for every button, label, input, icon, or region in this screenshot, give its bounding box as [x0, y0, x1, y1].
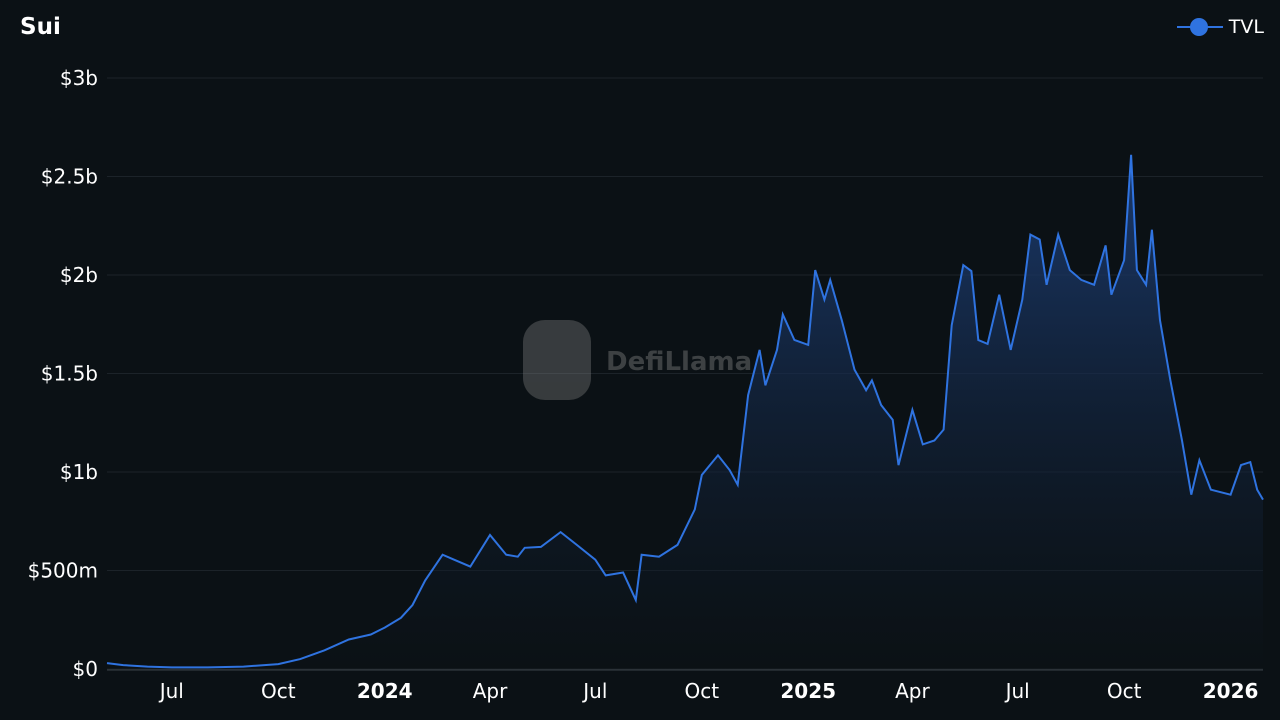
y-tick-label: $0	[73, 657, 98, 681]
y-tick-label: $500m	[28, 559, 98, 583]
x-tick-label: Apr	[473, 679, 508, 703]
legend[interactable]: TVL	[1176, 16, 1264, 38]
x-tick-label: Jul	[1004, 679, 1030, 703]
tvl-line	[106, 154, 1264, 669]
x-tick-label: Oct	[261, 679, 296, 703]
y-tick-label: $2.5b	[41, 165, 98, 189]
x-tick-label: 2024	[357, 679, 413, 703]
x-tick-label: 2026	[1203, 679, 1259, 703]
tvl-area	[107, 154, 1263, 670]
y-tick-label: $1.5b	[41, 362, 98, 386]
legend-label-tvl: TVL	[1228, 16, 1264, 38]
x-tick-label: Oct	[684, 679, 719, 703]
llama-logo-icon	[523, 320, 591, 400]
chart-title: Sui	[20, 14, 61, 40]
x-tick-label: 2025	[780, 679, 836, 703]
x-tick-label: Jul	[581, 679, 607, 703]
y-tick-label: $3b	[60, 66, 98, 90]
watermark-text: DefiLlama	[606, 347, 752, 377]
x-tick-label: Jul	[158, 679, 184, 703]
x-tick-label: Oct	[1107, 679, 1142, 703]
legend-line-marker-icon	[1176, 17, 1223, 37]
y-tick-label: $2b	[60, 263, 98, 287]
defillama-watermark: DefiLlama	[523, 320, 752, 400]
x-tick-label: Apr	[895, 679, 930, 703]
y-tick-label: $1b	[60, 460, 98, 484]
